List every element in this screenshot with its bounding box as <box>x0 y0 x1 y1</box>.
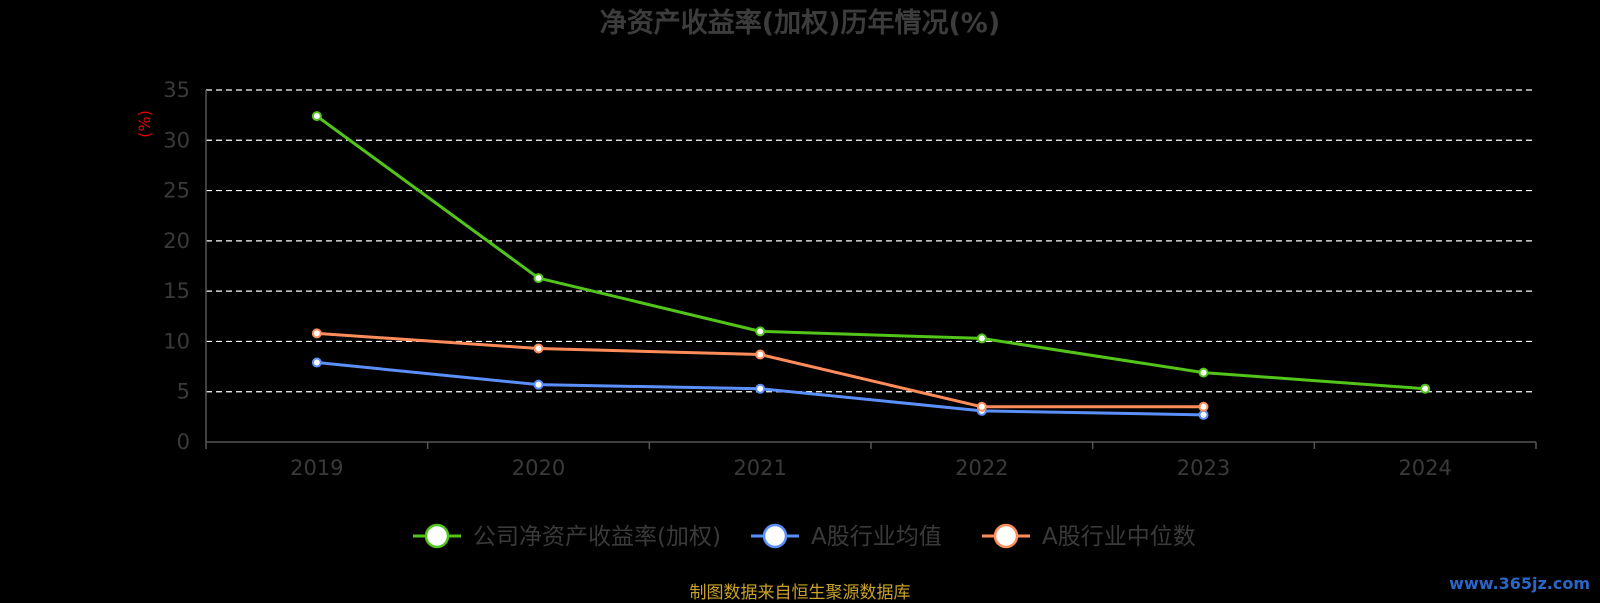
legend-marker <box>424 523 450 549</box>
data-source-note: 制图数据来自恒生聚源数据库 <box>689 583 911 603</box>
data-point <box>1420 383 1431 394</box>
x-tick-label: 2021 <box>733 456 786 480</box>
grid-lines <box>206 89 1536 393</box>
legend-marker <box>993 523 1019 549</box>
data-point <box>755 383 766 394</box>
x-tick-label: 2023 <box>1177 456 1230 480</box>
x-tick-label: 2024 <box>1398 456 1451 480</box>
y-tick-label: 0 <box>177 430 190 454</box>
y-tick-label: 35 <box>163 78 190 102</box>
legend[interactable]: 公司净资产收益率(加权) A股行业均值 A股行业中位数 <box>413 523 1196 550</box>
data-point <box>755 326 766 337</box>
data-point <box>976 401 987 412</box>
y-tick-label: 15 <box>163 279 190 303</box>
series-line-2 <box>316 331 1204 409</box>
legend-label: A股行业均值 <box>811 524 942 550</box>
data-point <box>533 273 544 284</box>
x-tick-label: 2019 <box>290 456 343 480</box>
watermark: www.365jz.com <box>1449 574 1590 593</box>
data-point <box>311 357 322 368</box>
y-axis-label: (%) <box>135 110 154 138</box>
legend-label: A股行业中位数 <box>1042 524 1196 550</box>
series-group <box>311 111 1431 420</box>
data-point <box>1198 401 1209 412</box>
data-point <box>311 328 322 339</box>
y-tick-label: 30 <box>163 128 190 152</box>
series-line-0 <box>315 114 1426 391</box>
legend-marker <box>762 523 788 549</box>
data-point <box>311 111 322 122</box>
data-point <box>1198 367 1209 378</box>
legend-item-0[interactable]: 公司净资产收益率(加权) <box>413 523 721 550</box>
data-point <box>533 343 544 354</box>
legend-item-1[interactable]: A股行业均值 <box>751 523 942 550</box>
y-tick-label: 5 <box>177 380 190 404</box>
axes <box>205 90 1537 449</box>
y-tick-label: 10 <box>163 329 190 353</box>
x-tick-label: 2020 <box>512 456 565 480</box>
y-tick-labels: 0 5 10 15 20 25 30 35 <box>163 78 190 454</box>
y-tick-label: 20 <box>163 229 190 253</box>
data-point <box>976 333 987 344</box>
legend-label: 公司净资产收益率(加权) <box>473 524 721 550</box>
data-point <box>533 379 544 390</box>
legend-item-2[interactable]: A股行业中位数 <box>982 523 1196 550</box>
data-point <box>1198 409 1209 420</box>
y-tick-label: 25 <box>163 179 190 203</box>
data-point <box>755 349 766 360</box>
x-tick-label: 2022 <box>955 456 1008 480</box>
chart-title: 净资产收益率(加权)历年情况(%) <box>600 7 1000 39</box>
x-tick-labels: 2019 2020 2021 2022 2023 2024 <box>290 456 1452 480</box>
